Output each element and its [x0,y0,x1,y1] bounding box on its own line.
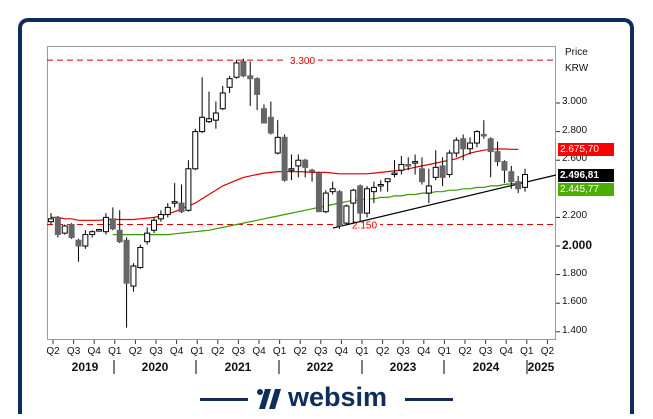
x-quarter-label: Q2 [375,346,390,357]
plot-area [47,46,556,340]
x-quarter-label: Q2 [46,346,60,357]
ma-green-value-badge: 2.445,77 [558,183,614,196]
y-tick-label: 1.800 [562,267,588,279]
x-quarter-label: Q3 [149,346,163,357]
last-price-badge: 2.496,81 [558,169,614,182]
websim-logo: websim [0,382,653,414]
x-quarter-label: Q3 [396,346,410,357]
axis-unit-currency: KRW [565,63,589,74]
x-year-label: 2023 [389,360,417,374]
x-quarter-label: Q1 [108,346,122,357]
logo-divider-left [200,398,248,401]
logo-text: websim [288,382,388,412]
x-quarter-label: Q1 [520,346,534,357]
x-year-label: 2025 [527,360,555,374]
y-tick-label: 2.200 [562,210,588,222]
y-tick-label: 2.600 [562,153,588,165]
y-tick-label: 1.400 [562,324,588,336]
websim-mark-icon [257,389,281,409]
svg-text:3.300: 3.300 [290,56,315,67]
x-quarter-label: Q2 [458,346,472,357]
x-quarter-label: Q4 [252,346,266,357]
x-quarter-label: Q1 [272,346,287,357]
x-quarter-label: Q3 [231,346,246,357]
x-year-label: 2019 [71,360,99,374]
y-tick-label: 2.800 [562,124,588,136]
x-year-label: 2020 [141,360,169,374]
y-tick-label: 3.000 [562,96,588,107]
axis-unit-price: Price [565,47,588,58]
x-quarter-label: Q1 [355,346,369,357]
x-quarter-label: Q3 [478,346,493,357]
x-year-label: 2021 [224,360,252,374]
x-quarter-label: Q4 [169,346,184,357]
x-quarter-label: Q4 [417,346,431,357]
logo-divider-right [405,398,453,401]
ma-red-value-badge: 2.675,70 [558,143,614,156]
x-quarter-label: Q2 [540,346,555,357]
x-quarter-label: Q1 [437,346,452,357]
x-quarter-label: Q1 [190,346,204,357]
x-quarter-label: Q3 [66,346,81,357]
x-year-label: 2024 [472,360,500,374]
svg-text:2.150: 2.150 [352,221,377,232]
x-quarter-label: Q3 [314,346,328,357]
y-tick-label: 1.600 [562,296,588,308]
x-quarter-label: Q2 [293,346,307,357]
y-tick-label: 2.000 [562,238,593,252]
x-quarter-label: Q2 [128,346,143,357]
x-quarter-label: Q2 [211,346,225,357]
x-quarter-label: Q4 [499,346,513,357]
x-quarter-label: Q4 [87,346,101,357]
x-quarter-label: Q4 [334,346,349,357]
chart-frame [18,18,634,414]
x-year-label: 2022 [306,360,334,374]
